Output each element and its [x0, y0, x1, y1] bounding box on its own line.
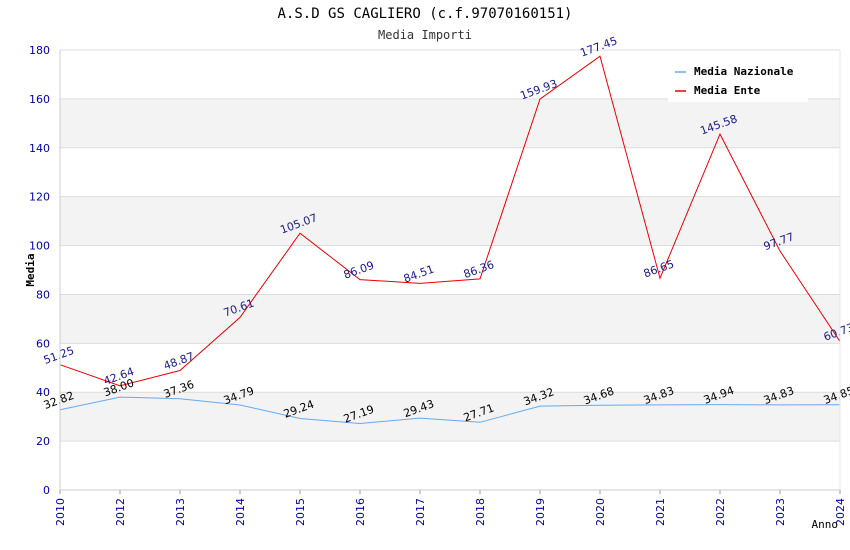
grid-band: [60, 441, 840, 490]
x-tick-label: 2018: [474, 498, 487, 526]
series-lines: [59, 55, 841, 425]
grid-band: [60, 98, 840, 148]
grid-band: [60, 245, 840, 295]
x-tick-label: 2021: [654, 498, 667, 526]
grid-band: [60, 196, 840, 246]
x-tick-label: 2020: [594, 498, 607, 526]
x-tick-labels: 2010 2012 2013 2014 2015 2016 2017 2018 2019 2020…: [54, 498, 847, 526]
y-axis-label: Media: [24, 253, 37, 286]
y-tick-label: 100: [29, 240, 50, 253]
y-tick-label: 40: [36, 386, 50, 399]
x-tick-label: 2016: [354, 498, 367, 526]
chart-title: A.S.D GS CAGLIERO (c.f.97070160151): [277, 6, 572, 22]
grid-band: [60, 343, 840, 393]
y-tick-labels: 0 20 40 60 80 100 120 140 160 180: [29, 44, 50, 497]
x-tick-label: 2010: [54, 498, 67, 526]
grid-band: [60, 147, 840, 197]
legend-background: [668, 60, 808, 102]
y-tick-label: 180: [29, 44, 50, 57]
x-tick-label: 2014: [234, 498, 247, 526]
grid-band: [60, 294, 840, 344]
legend-label-media-ente: Media Ente: [694, 84, 761, 97]
y-tick-label: 20: [36, 435, 50, 448]
x-tick-label: 2019: [534, 498, 547, 526]
grid-bands: [60, 50, 840, 490]
series-line-0: [59, 396, 841, 425]
y-tick-label: 140: [29, 142, 50, 155]
x-tick-label: 2012: [114, 498, 127, 526]
x-axis-label: Anno: [812, 518, 839, 531]
axes: [59, 50, 841, 491]
x-tick-label: 2013: [174, 498, 187, 526]
chart-subtitle: Media Importi: [378, 28, 472, 42]
series-line-1: [59, 55, 841, 387]
grid-band: [60, 392, 840, 442]
legend: Media Nazionale Media Ente: [668, 60, 808, 102]
x-tick-label: 2022: [714, 498, 727, 526]
x-tick-label: 2017: [414, 498, 427, 526]
legend-label-media-nazionale: Media Nazionale: [694, 65, 794, 78]
x-tick-label: 2024: [834, 498, 847, 526]
grid-lines: [59, 49, 841, 494]
y-tick-label: 60: [36, 337, 50, 350]
y-tick-label: 160: [29, 93, 50, 106]
x-tick-label: 2023: [774, 498, 787, 526]
y-tick-label: 0: [43, 484, 50, 497]
x-tick-label: 2015: [294, 498, 307, 526]
y-tick-label: 120: [29, 191, 50, 204]
y-tick-label: 80: [36, 288, 50, 301]
